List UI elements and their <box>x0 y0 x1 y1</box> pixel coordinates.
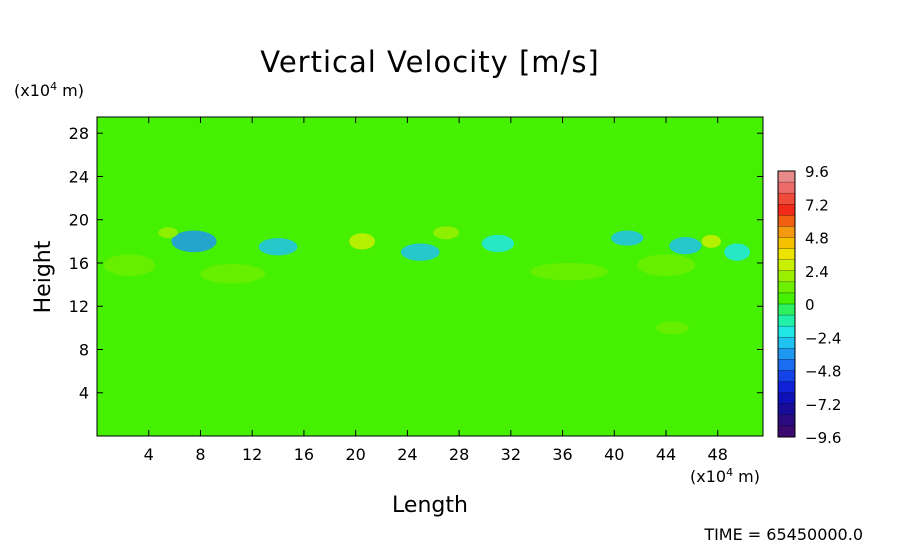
x-axis-label: Length <box>392 493 468 518</box>
colorbar-tick-label: 7.2 <box>805 196 829 214</box>
x-tick-label: 32 <box>501 445 521 464</box>
y-tick-label: 24 <box>69 167 89 186</box>
colorbar-tick-label: −9.6 <box>805 429 841 447</box>
y-axis-ticks: 4 8 12 16 20 24 28 <box>69 124 763 403</box>
colorbar-tick-label: 2.4 <box>805 263 829 281</box>
field-feature <box>724 243 751 261</box>
field-feature <box>200 264 266 284</box>
colorbar-level <box>778 215 795 227</box>
colorbar-level <box>778 381 795 394</box>
plot-frame <box>96 116 764 437</box>
y-unit-prefix: (x10 <box>14 81 50 100</box>
field-feature <box>481 234 515 253</box>
colorbar-level <box>778 304 795 316</box>
y-tick-label: 4 <box>79 384 89 403</box>
field-feature <box>656 321 689 335</box>
colorbar-level <box>778 193 795 205</box>
y-axis-label: Height <box>31 240 56 313</box>
colorbar-tick-label: −4.8 <box>805 363 841 381</box>
colorbar-level <box>778 281 795 294</box>
colorbar-level <box>778 425 795 438</box>
x-unit-suffix: m) <box>733 467 760 486</box>
velocity-field <box>97 117 763 436</box>
field-feature <box>171 230 217 253</box>
colorbar-tick-label: −2.4 <box>805 329 841 347</box>
colorbar-tick-label: 9.6 <box>805 163 829 181</box>
colorbar-tick-label: 4.8 <box>805 230 829 248</box>
x-tick-label: 16 <box>294 445 314 464</box>
colorbar-level <box>778 204 795 216</box>
colorbar-ticks: 9.6 7.2 4.8 2.4 0 −2.4 −4.8 −7.2 −9.6 <box>805 163 841 447</box>
colorbar <box>777 170 796 438</box>
y-tick-label: 8 <box>79 340 89 359</box>
field-feature <box>669 237 702 255</box>
colorbar-level <box>778 259 795 272</box>
colorbar-tick-label: −7.2 <box>805 396 841 414</box>
x-unit-exponent: 4 <box>726 466 733 479</box>
colorbar-level <box>778 337 795 349</box>
colorbar-level <box>778 359 795 371</box>
y-tick-label: 16 <box>69 254 89 273</box>
field-background <box>97 117 763 436</box>
y-unit-exponent: 4 <box>50 80 57 93</box>
colorbar-level <box>778 392 795 405</box>
colorbar-level <box>778 403 795 416</box>
colorbar-level <box>778 326 795 338</box>
field-feature <box>530 262 608 281</box>
colorbar-frame <box>777 170 796 438</box>
x-unit-prefix: (x10 <box>690 467 726 486</box>
x-tick-label: 44 <box>656 445 676 464</box>
colorbar-level <box>778 348 795 360</box>
x-tick-label: 40 <box>604 445 624 464</box>
field-feature <box>258 238 298 256</box>
colorbar-level <box>778 171 795 183</box>
time-stamp: TIME = 65450000.0 <box>703 525 863 544</box>
colorbar-level <box>778 182 795 194</box>
x-tick-label: 20 <box>345 445 365 464</box>
x-tick-label: 48 <box>708 445 728 464</box>
colorbar-level <box>778 270 795 283</box>
y-tick-label: 20 <box>69 211 89 230</box>
colorbar-level <box>778 292 795 305</box>
chart-title: Vertical Velocity [m/s] <box>260 45 600 79</box>
field-feature <box>433 226 460 240</box>
x-tick-label: 12 <box>242 445 262 464</box>
field-feature <box>701 234 721 248</box>
x-axis-ticks: 4 8 12 16 20 24 28 32 36 40 44 48 <box>144 117 728 464</box>
colorbar-tick-label: 0 <box>805 296 815 314</box>
y-axis-unit-label: (x104 m) <box>14 80 84 100</box>
x-tick-label: 28 <box>449 445 469 464</box>
field-feature <box>349 233 376 250</box>
y-tick-label: 28 <box>69 124 89 143</box>
y-unit-suffix: m) <box>57 81 84 100</box>
field-feature <box>400 243 440 261</box>
colorbar-level <box>778 248 795 261</box>
x-tick-label: 8 <box>195 445 205 464</box>
field-feature <box>103 254 156 276</box>
colorbar-level <box>778 414 795 427</box>
field-feature <box>611 230 644 246</box>
colorbar-level <box>778 315 795 327</box>
x-tick-label: 36 <box>552 445 572 464</box>
colorbar-level <box>778 370 795 383</box>
colorbar-level <box>778 237 795 250</box>
field-feature <box>636 254 696 276</box>
field-feature <box>158 227 178 239</box>
x-tick-label: 24 <box>397 445 417 464</box>
y-tick-label: 12 <box>69 297 89 316</box>
x-tick-label: 4 <box>144 445 154 464</box>
colorbar-level <box>778 226 795 238</box>
x-axis-unit-label: (x104 m) <box>690 466 760 486</box>
